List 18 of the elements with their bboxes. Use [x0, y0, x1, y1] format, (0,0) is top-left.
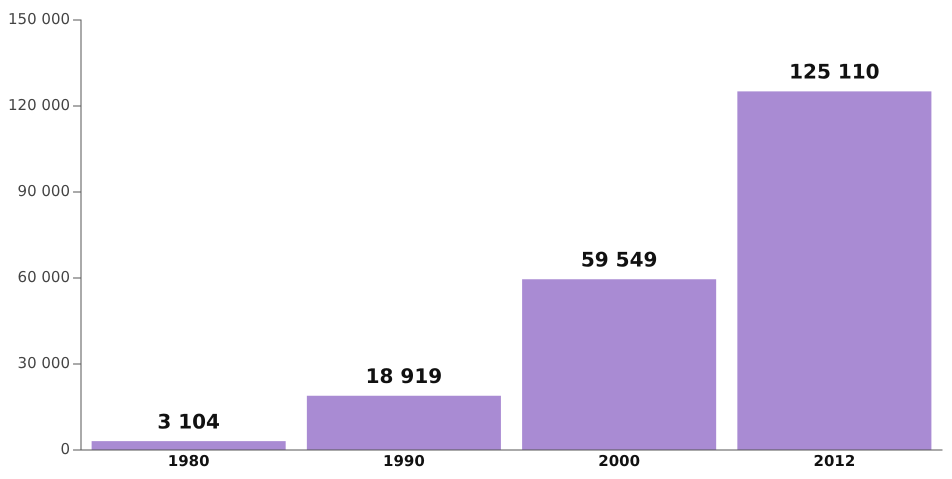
- x-tick-label: 2012: [814, 452, 856, 470]
- x-tick-label: 1990: [383, 452, 425, 470]
- data-label: 59 549: [580, 247, 658, 272]
- bar: [306, 396, 501, 450]
- y-tick-label: 150 000: [8, 10, 70, 28]
- y-tick-label: 0: [60, 440, 70, 458]
- y-tick-label: 120 000: [8, 96, 70, 114]
- bar: [737, 91, 932, 450]
- data-label: 125 110: [789, 60, 880, 84]
- data-label: 18 919: [366, 364, 442, 388]
- y-tick-label: 60 000: [18, 268, 70, 286]
- x-tick-label: 2000: [598, 452, 640, 470]
- bar: [92, 441, 286, 450]
- bar: [522, 279, 716, 450]
- y-tick-label: 30 000: [18, 354, 70, 372]
- y-tick-label: 90 000: [18, 182, 70, 200]
- x-tick-label: 1980: [168, 452, 210, 470]
- data-label: 3 104: [157, 409, 220, 434]
